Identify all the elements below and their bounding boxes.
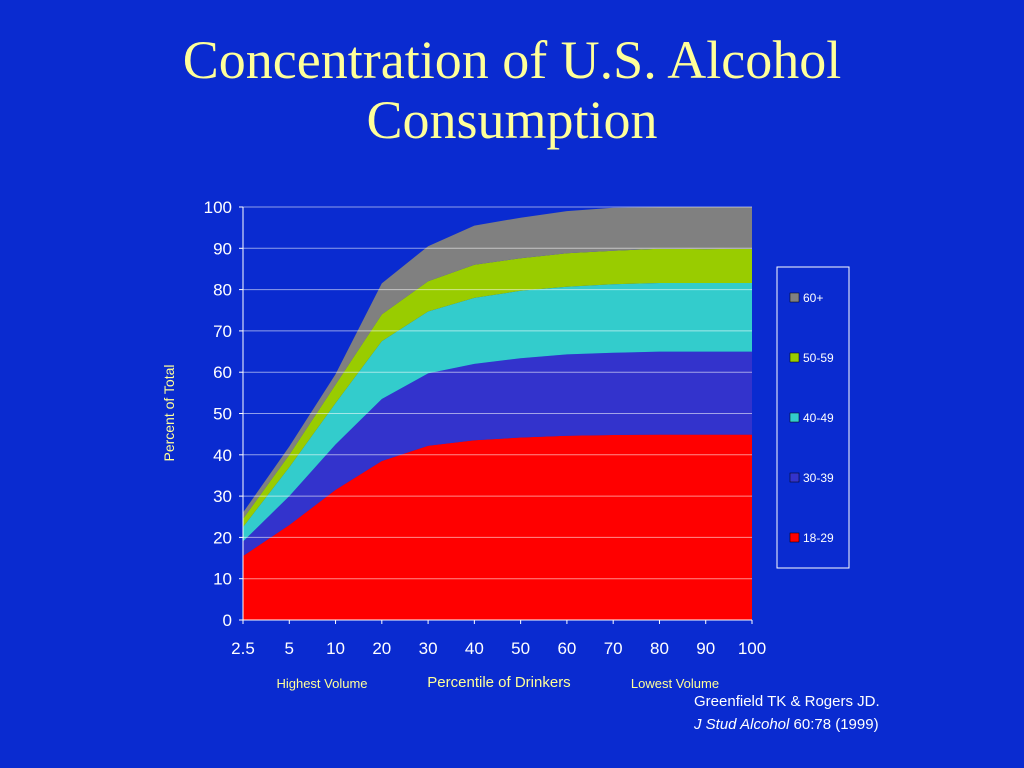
x-tick-label: 60 (557, 639, 576, 658)
y-tick-label: 100 (204, 198, 232, 217)
y-tick-label: 60 (213, 363, 232, 382)
area-series-group (243, 207, 752, 620)
legend-label-30-39: 30-39 (803, 471, 834, 485)
y-tick-label: 70 (213, 322, 232, 341)
x-tick-label: 20 (372, 639, 391, 658)
legend-label-60+: 60+ (803, 291, 823, 305)
y-tick-label: 40 (213, 446, 232, 465)
x-axis-note-lowest: Lowest Volume (631, 676, 719, 691)
area-series-60+ (243, 207, 752, 519)
y-axis-label: Percent of Total (161, 364, 177, 461)
gridlines (243, 206, 752, 580)
slide-title-line1: Concentration of U.S. Alcohol (182, 30, 842, 90)
x-tick-label: 80 (650, 639, 669, 658)
x-axis-note-highest: Highest Volume (276, 676, 367, 691)
legend-label-40-49: 40-49 (803, 411, 834, 425)
citation-journal-line: J Stud Alcohol 60:78 (1999) (694, 713, 880, 736)
x-tick-label: 30 (419, 639, 438, 658)
x-tick-label: 70 (604, 639, 623, 658)
area-series-50-59 (243, 248, 752, 528)
slide-title: Concentration of U.S. Alcohol Consumptio… (0, 30, 1024, 150)
area-series-30-39 (243, 351, 752, 556)
y-tick-label: 30 (213, 487, 232, 506)
x-tick-label: 40 (465, 639, 484, 658)
x-tick-label: 50 (511, 639, 530, 658)
y-tick-label: 20 (213, 528, 232, 547)
citation-ref: 60:78 (1999) (793, 716, 879, 733)
legend-label-18-29: 18-29 (803, 531, 834, 545)
citation-authors: Greenfield TK & Rogers JD. (694, 693, 880, 710)
y-tick-label: 10 (213, 570, 232, 589)
x-tick-label: 90 (696, 639, 715, 658)
legend-swatch-30-39 (789, 472, 800, 483)
legend-swatch-50-59 (789, 352, 800, 363)
legend-swatch-18-29 (789, 532, 800, 543)
x-tick-label: 2.5 (231, 639, 255, 658)
x-tick-labels: 2.5 5 10 20 30 40 50 60 70 80 90 100 (231, 620, 766, 658)
legend-swatch-40-49 (789, 412, 800, 423)
y-tick-labels: 0 10 20 30 40 50 60 70 80 90 100 (204, 198, 243, 630)
legend-swatch-60+ (789, 292, 800, 303)
y-tick-label: 50 (213, 405, 232, 424)
legend: 60+ 50-59 40-49 30-39 18-29 (776, 266, 850, 569)
citation-journal: J Stud Alcohol (694, 716, 790, 733)
x-axis-label: Percentile of Drinkers (427, 674, 570, 691)
citation: Greenfield TK & Rogers JD. J Stud Alcoho… (694, 690, 880, 736)
x-tick-label: 10 (326, 639, 345, 658)
y-tick-label: 0 (223, 611, 232, 630)
x-tick-label: 5 (285, 639, 294, 658)
x-tick-label: 100 (738, 639, 766, 658)
legend-label-50-59: 50-59 (803, 351, 834, 365)
area-series-18-29 (243, 434, 752, 620)
area-series-40-49 (243, 283, 752, 542)
y-tick-label: 90 (213, 239, 232, 258)
slide-title-line2: Consumption (366, 90, 658, 150)
legend-box (776, 266, 850, 569)
y-tick-label: 80 (213, 281, 232, 300)
